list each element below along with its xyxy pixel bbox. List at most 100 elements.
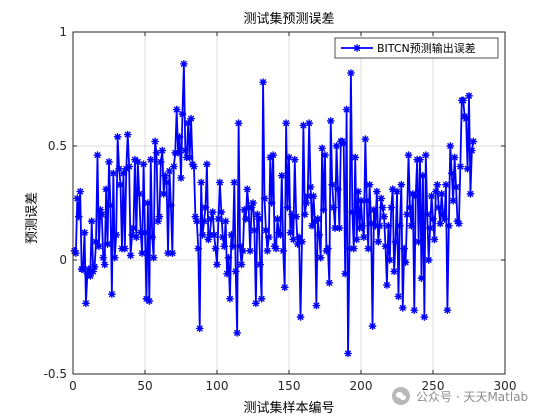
data-point xyxy=(302,199,311,207)
data-point xyxy=(253,210,262,219)
data-point xyxy=(113,132,122,141)
data-point xyxy=(107,290,116,299)
data-point xyxy=(197,178,206,187)
data-point xyxy=(246,246,255,255)
data-point xyxy=(194,244,203,253)
data-point xyxy=(347,69,355,77)
data-point xyxy=(332,142,341,150)
data-point xyxy=(463,164,472,173)
data-point xyxy=(230,178,239,187)
data-point xyxy=(407,221,416,230)
data-point xyxy=(375,221,384,230)
data-point xyxy=(381,242,390,251)
data-point xyxy=(277,171,286,180)
x-tick-label: 250 xyxy=(422,379,445,393)
data-point xyxy=(390,267,399,276)
data-point xyxy=(139,160,148,169)
data-point xyxy=(168,249,177,258)
data-point xyxy=(128,231,136,239)
data-point xyxy=(329,203,338,212)
data-point xyxy=(217,208,226,217)
data-point xyxy=(187,114,195,123)
data-point xyxy=(404,151,413,160)
data-point xyxy=(348,208,357,217)
data-point xyxy=(377,194,386,203)
data-point xyxy=(82,299,90,308)
data-point xyxy=(331,224,339,232)
data-point xyxy=(293,240,302,248)
wechat-logo-icon xyxy=(392,387,410,405)
data-point xyxy=(393,187,401,196)
data-point xyxy=(286,228,295,237)
data-point xyxy=(74,212,83,221)
data-point xyxy=(215,178,224,187)
data-point xyxy=(162,178,171,187)
data-point xyxy=(93,151,102,160)
data-point xyxy=(190,162,198,171)
data-point xyxy=(296,313,305,321)
data-point xyxy=(154,217,162,226)
data-point xyxy=(133,158,142,166)
x-tick-label: 200 xyxy=(350,379,373,393)
data-point xyxy=(280,283,289,292)
data-point xyxy=(149,253,158,262)
data-point xyxy=(220,242,229,251)
data-point xyxy=(249,199,257,207)
data-point xyxy=(165,167,174,175)
data-point xyxy=(211,244,220,253)
y-tick-label: 0 xyxy=(59,253,67,267)
data-point xyxy=(201,203,210,212)
data-point xyxy=(319,205,328,214)
data-point xyxy=(208,208,217,217)
data-point xyxy=(112,231,121,239)
data-point xyxy=(90,262,99,271)
data-point xyxy=(272,244,280,253)
data-point xyxy=(102,185,111,194)
data-point xyxy=(210,231,219,239)
data-point xyxy=(323,244,332,253)
data-point xyxy=(387,203,396,212)
data-point xyxy=(250,226,259,235)
data-point xyxy=(273,215,282,223)
data-point xyxy=(164,249,172,258)
data-point xyxy=(218,233,227,242)
series-layer xyxy=(70,60,478,358)
y-axis-label: 预测误差 xyxy=(25,192,40,244)
data-point xyxy=(143,199,152,207)
data-point xyxy=(241,215,250,223)
data-point xyxy=(303,192,312,201)
data-point xyxy=(207,215,216,223)
watermark: 公众号 · 天天Matlab xyxy=(392,386,528,406)
data-point xyxy=(442,180,450,189)
data-point xyxy=(357,196,365,205)
data-point xyxy=(321,151,329,160)
data-point xyxy=(344,349,352,358)
data-point xyxy=(191,212,200,221)
data-point xyxy=(426,224,435,232)
data-point xyxy=(123,130,132,139)
data-point xyxy=(145,297,154,305)
data-point xyxy=(313,215,322,223)
data-point xyxy=(178,110,187,118)
data-point xyxy=(161,171,170,180)
data-point xyxy=(383,281,391,289)
data-point xyxy=(87,217,96,226)
data-point xyxy=(195,324,204,333)
data-point xyxy=(362,196,371,205)
data-point xyxy=(100,260,109,269)
data-point xyxy=(156,158,165,166)
data-point xyxy=(276,231,285,239)
data-point xyxy=(420,313,429,321)
data-point xyxy=(462,114,471,123)
data-point xyxy=(228,242,237,251)
data-point xyxy=(226,294,234,303)
data-point xyxy=(247,203,256,212)
data-point xyxy=(79,265,87,274)
data-point xyxy=(300,210,309,219)
data-point xyxy=(326,117,335,125)
data-point xyxy=(221,217,230,226)
data-point xyxy=(325,278,334,287)
data-point xyxy=(394,292,403,301)
data-point xyxy=(92,237,100,246)
